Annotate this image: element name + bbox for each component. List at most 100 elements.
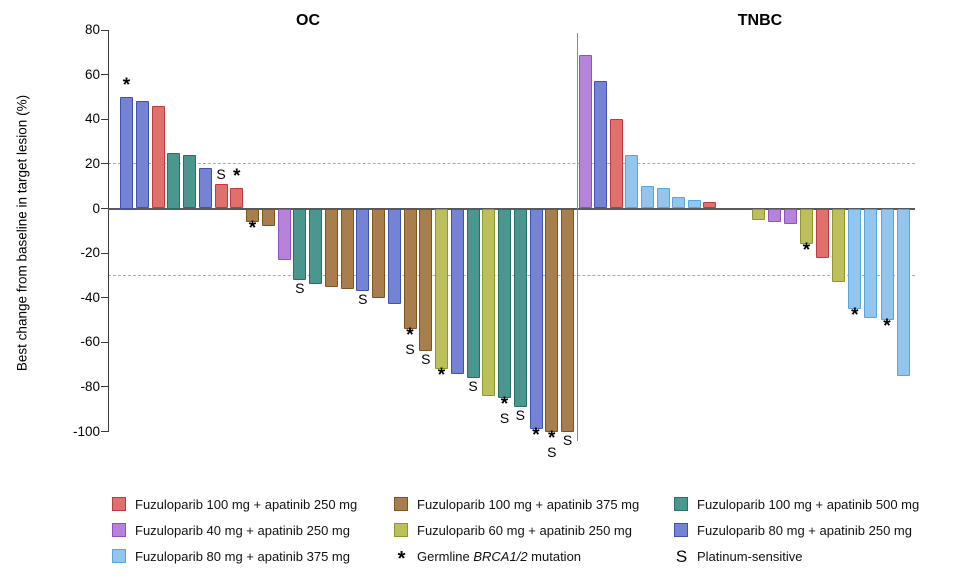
y-tick-label: -20 (80, 245, 100, 261)
legend-label: Fuzuloparib 100 mg + apatinib 375 mg (417, 496, 640, 512)
bar-tnbc-14 (816, 208, 830, 258)
reference-line--30pct (108, 274, 915, 276)
bar-tnbc-18 (880, 208, 894, 320)
bar-mark-asterisk: * (802, 240, 811, 262)
y-tick (101, 208, 108, 209)
legend-swatch-olive (394, 523, 408, 537)
reference-line-20pct (108, 163, 915, 165)
bar-tnbc-8 (687, 199, 701, 209)
y-tick-label: 20 (84, 155, 100, 171)
s-marker: S (675, 546, 688, 566)
legend-swatch-teal (674, 497, 688, 511)
bar-mark-asterisk: * (437, 365, 446, 387)
bar-tnbc-4 (625, 154, 639, 209)
bar-oc-27 (529, 208, 543, 430)
y-tick-label: -80 (80, 378, 100, 394)
bar-mark-asterisk: * (532, 425, 540, 447)
legend-item-purple: Fuzuloparib 40 mg + apatinib 250 mg (112, 522, 350, 538)
bar-oc-4 (167, 152, 181, 209)
plot-area: 80 60 40 20 0 -20 -40 -60 -80 -100 * S * * S S * S S * S * S S *… (72, 22, 915, 460)
bar-oc-5 (183, 154, 196, 209)
legend-item-blue: Fuzuloparib 80 mg + apatinib 250 mg (674, 522, 912, 538)
bar-oc-10 (261, 208, 275, 227)
legend-item-lightblue: Fuzuloparib 80 mg + apatinib 375 mg (112, 548, 350, 564)
legend-item-brown: Fuzuloparib 100 mg + apatinib 375 mg (394, 496, 639, 512)
y-tick-label: 80 (84, 22, 100, 38)
bar-mark-S: S (358, 291, 368, 307)
bar-oc-20 (419, 208, 433, 352)
bar-tnbc-7 (672, 197, 686, 209)
bar-tnbc-2 (594, 81, 608, 209)
legend-item-olive: Fuzuloparib 60 mg + apatinib 250 mg (394, 522, 632, 538)
y-tick (101, 297, 108, 299)
bar-oc-13 (309, 208, 322, 285)
bar-oc-15 (340, 208, 354, 289)
bar-mark-asteriskS: * S (499, 394, 510, 427)
bar-mark-S: S (216, 165, 226, 182)
bar-mark-S: S (515, 406, 525, 423)
legend-item-red: Fuzuloparib 100 mg + apatinib 250 mg (112, 496, 357, 512)
bar-mark-S: S (468, 377, 478, 394)
y-tick-label: 60 (84, 66, 100, 82)
panel-title-oc: OC (296, 12, 320, 29)
bar-oc-26 (513, 208, 527, 407)
bar-oc-6 (198, 168, 212, 209)
bar-tnbc-17 (864, 208, 878, 318)
legend-swatch-red (112, 497, 126, 511)
bar-mark-asterisk: * (122, 75, 131, 96)
bar-oc-8 (230, 188, 244, 209)
bar-oc-19 (403, 208, 417, 329)
bar-oc-21 (435, 208, 448, 370)
y-tick (101, 163, 108, 165)
y-tick (101, 74, 108, 76)
bar-mark-S: S (295, 279, 305, 296)
zero-baseline (108, 207, 915, 210)
bar-tnbc-15 (832, 208, 846, 283)
panel-title-tnbc: TNBC (737, 12, 783, 29)
bar-oc-12 (293, 208, 307, 280)
bar-tnbc-13 (800, 208, 813, 245)
bar-oc-7 (214, 183, 228, 209)
legend-label: Fuzuloparib 80 mg + apatinib 375 mg (135, 548, 350, 564)
bar-mark-asteriskS: * S (547, 427, 557, 460)
bar-tnbc-5 (640, 186, 654, 209)
bar-oc-11 (277, 208, 291, 260)
bar-oc-9 (246, 208, 259, 222)
bar-mark-asterisk: * (233, 166, 241, 188)
y-tick-label: -60 (80, 334, 100, 350)
legend-label: Fuzuloparib 100 mg + apatinib 250 mg (135, 496, 358, 512)
bar-tnbc-16 (848, 208, 862, 309)
bar-tnbc-19 (896, 208, 910, 376)
bar-mark-asterisk: * (248, 217, 257, 239)
y-tick (101, 29, 108, 31)
y-tick-label: -100 (72, 423, 100, 439)
bar-mark-S: S (562, 431, 573, 448)
y-tick-label: -40 (80, 289, 100, 305)
bar-oc-28 (545, 208, 559, 432)
bar-mark-S: S (421, 351, 431, 368)
y-axis-line (108, 30, 109, 432)
bar-oc-14 (324, 208, 338, 287)
legend-label: Fuzuloparib 60 mg + apatinib 250 mg (417, 522, 632, 538)
y-tick (101, 386, 108, 388)
y-tick (101, 341, 108, 343)
bar-oc-1 (120, 97, 133, 209)
bar-tnbc-9 (703, 201, 717, 209)
bar-oc-18 (387, 208, 401, 305)
legend-item-platinum-sensitive: S Platinum-sensitive (674, 546, 803, 566)
panel-divider (577, 33, 578, 441)
bar-mark-asteriskS: * S (405, 324, 415, 357)
bar-tnbc-6 (656, 188, 670, 209)
legend-swatch-purple (112, 523, 126, 537)
legend-item-germline-brca: * Germline BRCA1/2 mutation (394, 548, 581, 570)
bar-tnbc-1 (578, 54, 592, 209)
y-tick-label: 0 (92, 200, 100, 216)
legend-swatch-lightblue (112, 549, 126, 563)
legend-label: Platinum-sensitive (697, 548, 803, 564)
bar-tnbc-10 (751, 208, 765, 220)
legend-label: Fuzuloparib 40 mg + apatinib 250 mg (135, 522, 350, 538)
bar-mark-asterisk: * (883, 316, 891, 337)
bar-tnbc-3 (609, 119, 623, 209)
y-tick-label: 40 (84, 111, 100, 127)
